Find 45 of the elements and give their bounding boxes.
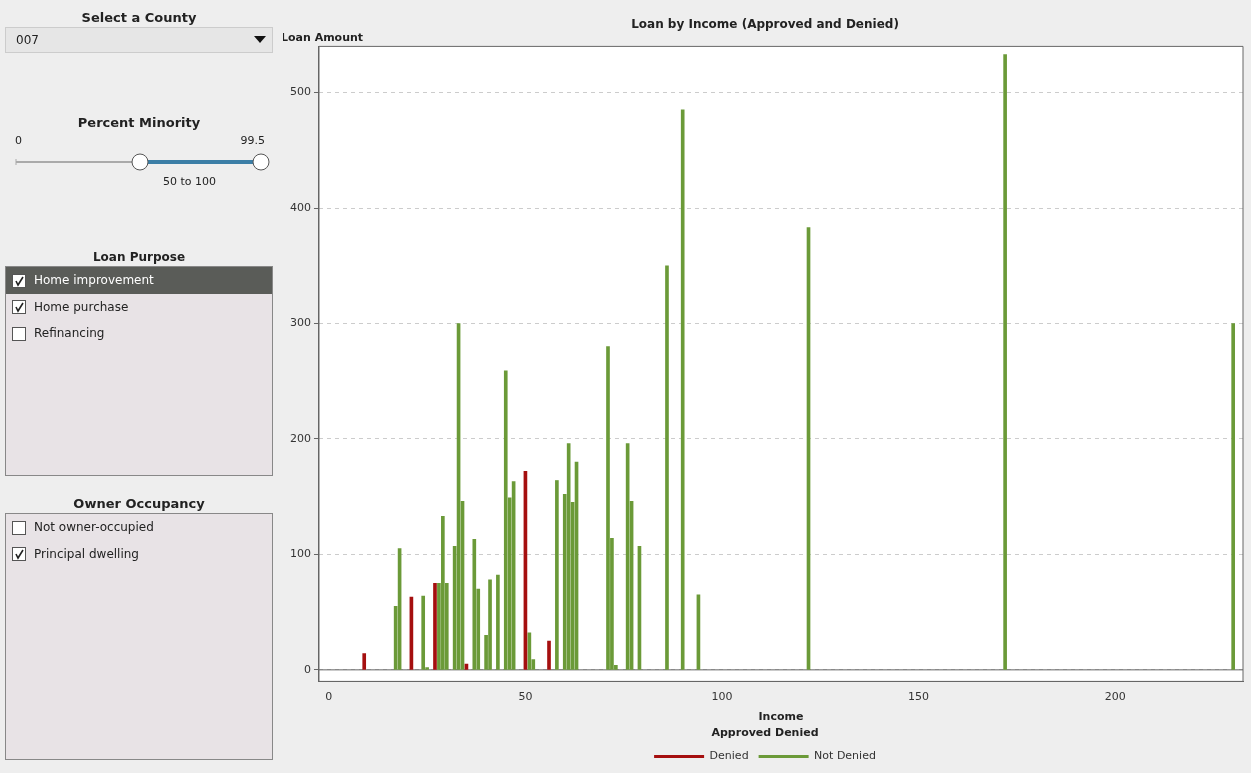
text: Percent Minority — [77, 115, 201, 130]
text: Not owner-occupied — [34, 520, 154, 534]
x-axis-title: Income — [758, 710, 804, 724]
text: 99.5 — [240, 134, 265, 147]
legend-title: Approved Denied — [711, 726, 819, 740]
bar — [496, 574, 500, 670]
y-tick-label: 100 — [290, 547, 311, 561]
x-tick-label: 100 — [711, 689, 733, 703]
x-tick-label: 200 — [1104, 689, 1126, 703]
y-tick-label: 200 — [290, 431, 311, 445]
bar — [665, 265, 669, 670]
text: Owner Occupancy — [73, 496, 205, 511]
text: Home improvement — [34, 273, 154, 287]
bar — [547, 640, 551, 670]
y-tick-label: 500 — [290, 85, 311, 99]
x-tick-label: 150 — [908, 689, 930, 703]
text: Loan Purpose — [92, 250, 186, 264]
bar — [680, 109, 685, 670]
legend-label: Not Denied — [814, 749, 876, 763]
text: 007 — [16, 33, 39, 47]
bar — [1231, 323, 1235, 670]
bar — [421, 595, 426, 670]
x-tick-label: 50 — [518, 689, 533, 703]
y-tick-label: 0 — [304, 662, 311, 676]
bar — [566, 443, 571, 670]
bar — [433, 582, 437, 670]
text: Home purchase — [34, 299, 129, 314]
bar — [503, 370, 508, 670]
bar — [1003, 54, 1007, 670]
bar — [441, 515, 445, 670]
y-tick-label: 400 — [290, 200, 311, 214]
bar — [472, 539, 477, 670]
y-tick-label: 300 — [290, 316, 311, 330]
text: 50 to 100 — [163, 175, 217, 188]
text: Select a County — [81, 10, 197, 25]
chart-title: Loan by Income (Approved and Denied) — [631, 17, 899, 32]
text: 0 — [15, 134, 22, 147]
bar — [606, 346, 610, 670]
bar — [555, 480, 559, 670]
bar — [362, 653, 367, 670]
text: Principal dwelling — [34, 546, 139, 561]
x-tick-label: 0 — [325, 689, 333, 703]
bar — [488, 579, 492, 670]
text: Refinancing — [34, 326, 105, 340]
legend-label: Denied — [709, 749, 749, 763]
